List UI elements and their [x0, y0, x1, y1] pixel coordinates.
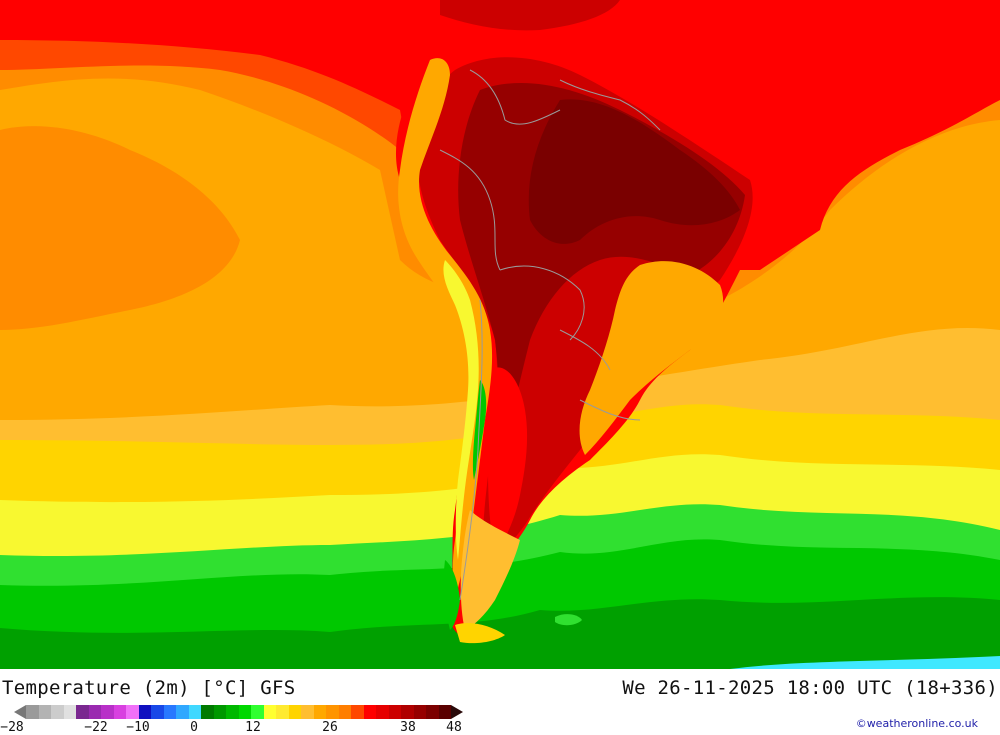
- scale-swatch: [101, 705, 114, 719]
- border-paraguay: [559, 329, 611, 371]
- border-bolivia: [499, 265, 585, 341]
- tierra-del-fuego: [455, 623, 505, 644]
- border-chile-argentina: [459, 299, 483, 601]
- scale-color-bar: [26, 705, 451, 719]
- scale-swatch: [388, 705, 401, 719]
- border-peru-brazil: [439, 149, 501, 271]
- andes-orange-strip: [398, 58, 493, 600]
- patagonia-green-tip: [443, 560, 460, 630]
- caribbean-land: [440, 0, 620, 31]
- scale-swatch: [151, 705, 164, 719]
- africa-coast-northeast: [920, 0, 1000, 90]
- scale-swatch: [263, 705, 276, 719]
- scale-swatch: [26, 705, 39, 719]
- map-title: Temperature (2m) [°C] GFS: [2, 677, 296, 699]
- scale-tick-label: 38: [400, 720, 416, 735]
- scale-swatch: [288, 705, 301, 719]
- scale-swatch: [251, 705, 264, 719]
- scale-swatch: [38, 705, 51, 719]
- falkland-islands: [555, 614, 582, 626]
- scale-swatch: [213, 705, 226, 719]
- antarctic-cyan-strip: [730, 656, 1000, 669]
- andes-green-strip: [472, 380, 487, 480]
- forecast-timestamp: We 26-11-2025 18:00 UTC (18+336): [622, 677, 998, 699]
- scale-swatch: [113, 705, 126, 719]
- scale-tick-label: −22: [84, 720, 108, 735]
- scale-swatch: [176, 705, 189, 719]
- temperature-map: [0, 0, 1000, 669]
- scale-swatch: [301, 705, 314, 719]
- border-brazil-uruguay: [579, 399, 641, 421]
- scale-swatch: [326, 705, 339, 719]
- scale-swatch: [313, 705, 326, 719]
- scale-tick-label: −28: [0, 720, 24, 735]
- scale-swatch: [376, 705, 389, 719]
- scale-swatch: [338, 705, 351, 719]
- scale-swatch: [76, 705, 89, 719]
- brazil-southeast-orange: [579, 261, 724, 455]
- site-credit: ©weatheronline.co.uk: [855, 717, 978, 730]
- scale-swatch: [426, 705, 439, 719]
- scale-tick-label: −10: [126, 720, 150, 735]
- scale-swatch: [413, 705, 426, 719]
- scale-swatch: [401, 705, 414, 719]
- scale-swatch: [351, 705, 364, 719]
- andes-yellow-strip: [443, 260, 479, 560]
- ocean-dark-orange-west-patch: [0, 126, 240, 330]
- scale-swatch: [238, 705, 251, 719]
- argentina-central-red: [487, 367, 528, 555]
- scale-swatch: [126, 705, 139, 719]
- scale-swatch: [188, 705, 201, 719]
- scale-swatch: [88, 705, 101, 719]
- scale-swatch: [226, 705, 239, 719]
- map-footer: Temperature (2m) [°C] GFS We 26-11-2025 …: [0, 669, 1000, 735]
- scale-swatch: [138, 705, 151, 719]
- brazil-maroon-center: [528, 99, 740, 244]
- scale-max-arrow-icon: [451, 705, 463, 719]
- border-guianas: [559, 79, 661, 131]
- scale-swatch: [163, 705, 176, 719]
- border-colombia-venezuela: [469, 69, 561, 125]
- scale-tick-label: 0: [190, 720, 198, 735]
- scale-tick-label: 12: [245, 720, 261, 735]
- scale-swatch: [438, 705, 451, 719]
- scale-tick-label: 48: [446, 720, 462, 735]
- scale-swatch: [51, 705, 64, 719]
- patagonia-orange: [460, 510, 520, 630]
- scale-min-arrow-icon: [14, 705, 26, 719]
- country-borders: [439, 69, 661, 601]
- scale-swatch: [63, 705, 76, 719]
- scale-tick-label: 26: [322, 720, 338, 735]
- temperature-map-svg: [0, 0, 1000, 669]
- scale-swatch: [201, 705, 214, 719]
- scale-swatch: [276, 705, 289, 719]
- scale-swatch: [363, 705, 376, 719]
